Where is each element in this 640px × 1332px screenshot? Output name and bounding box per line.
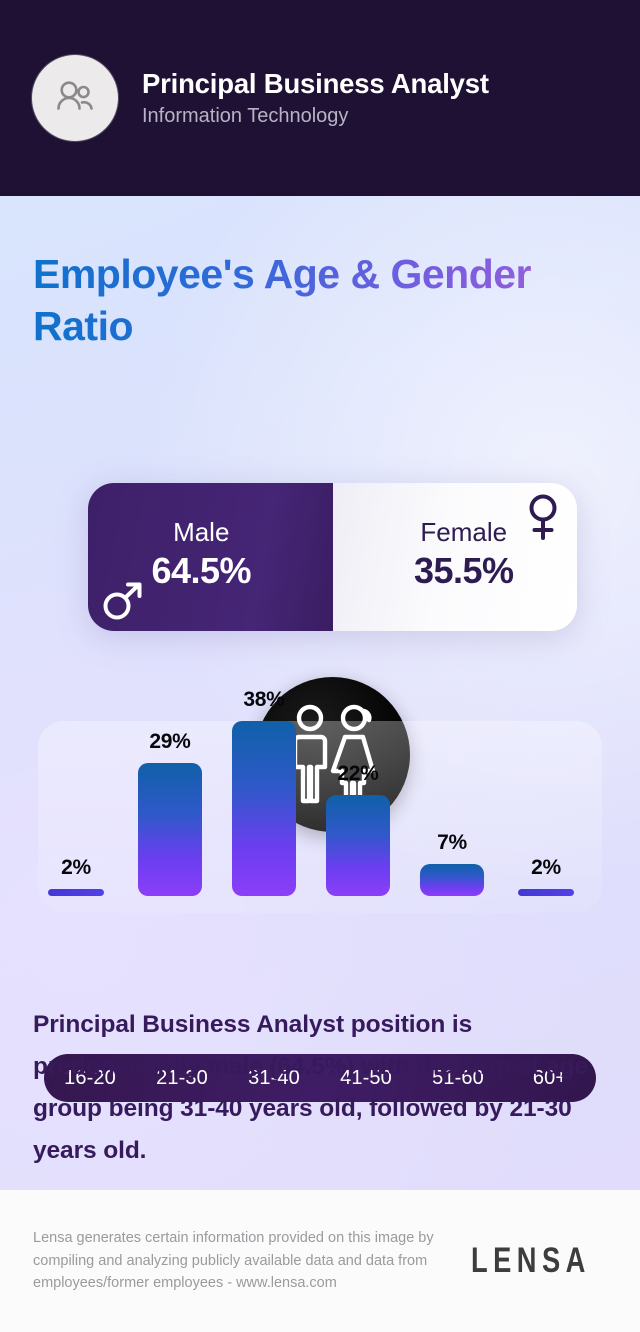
bar-value-label: 2% xyxy=(61,856,91,879)
page-title: Principal Business Analyst xyxy=(142,67,489,99)
age-group-label: 21-30 xyxy=(156,1066,208,1089)
bar-rect xyxy=(326,795,390,896)
main-content: Employee's Age & Gender Ratio Male 64.5%… xyxy=(0,196,640,1190)
age-group-label: 16-20 xyxy=(64,1066,116,1089)
male-percentage: 64.5% xyxy=(151,550,252,591)
age-group-axis: 16-20 21-30 31-40 41-50 51-60 60+ xyxy=(44,1054,596,1102)
female-panel: Female 35.5% xyxy=(332,483,577,631)
female-label: Female xyxy=(420,517,508,547)
people-icon xyxy=(57,81,93,110)
male-label: Male xyxy=(173,517,230,547)
male-panel: Male 64.5% xyxy=(88,483,333,631)
bar-rect xyxy=(48,889,104,896)
bar-value-label: 29% xyxy=(149,730,191,753)
bar-rect xyxy=(138,763,202,896)
bar-rect xyxy=(420,864,484,896)
bar-rect xyxy=(518,889,574,896)
female-percentage: 35.5% xyxy=(413,550,514,591)
age-group-label: 51-60 xyxy=(432,1066,484,1089)
bar-column: 7% xyxy=(420,832,484,896)
footer-bar: Lensa generates certain information prov… xyxy=(0,1190,640,1332)
main-heading: Employee's Age & Gender Ratio xyxy=(33,248,613,353)
bar-column: 38% xyxy=(232,689,296,896)
bar-value-label: 38% xyxy=(243,688,285,711)
avatar xyxy=(32,55,118,141)
age-group-label: 41-50 xyxy=(340,1066,392,1089)
female-symbol-icon xyxy=(529,494,557,540)
header-text-block: Principal Business Analyst Information T… xyxy=(142,68,489,129)
bar-rect xyxy=(232,721,296,896)
male-symbol-icon xyxy=(103,582,142,620)
header-bar: Principal Business Analyst Information T… xyxy=(0,0,640,196)
lensa-logo: LENSA xyxy=(471,1241,591,1280)
age-group-label: 31-40 xyxy=(248,1066,300,1089)
disclaimer-text: Lensa generates certain information prov… xyxy=(33,1230,434,1292)
age-group-label: 60+ xyxy=(532,1066,568,1089)
bar-column: 29% xyxy=(138,731,202,896)
bar-column: 22% xyxy=(326,763,390,896)
chart-backdrop xyxy=(38,721,602,913)
summary-description: Principal Business Analyst position is p… xyxy=(33,1011,588,1165)
page-subtitle: Information Technology xyxy=(142,105,349,128)
bar-column: 2% xyxy=(514,857,578,896)
bar-chart: 2% 29% 38% 22% 7% 2% xyxy=(38,636,602,896)
gender-ratio-card: Male 64.5% Female 35.5% xyxy=(88,483,577,631)
bar-value-label: 22% xyxy=(337,762,379,785)
bar-value-label: 2% xyxy=(531,856,561,879)
bar-value-label: 7% xyxy=(437,831,467,854)
bar-column: 2% xyxy=(44,857,108,896)
